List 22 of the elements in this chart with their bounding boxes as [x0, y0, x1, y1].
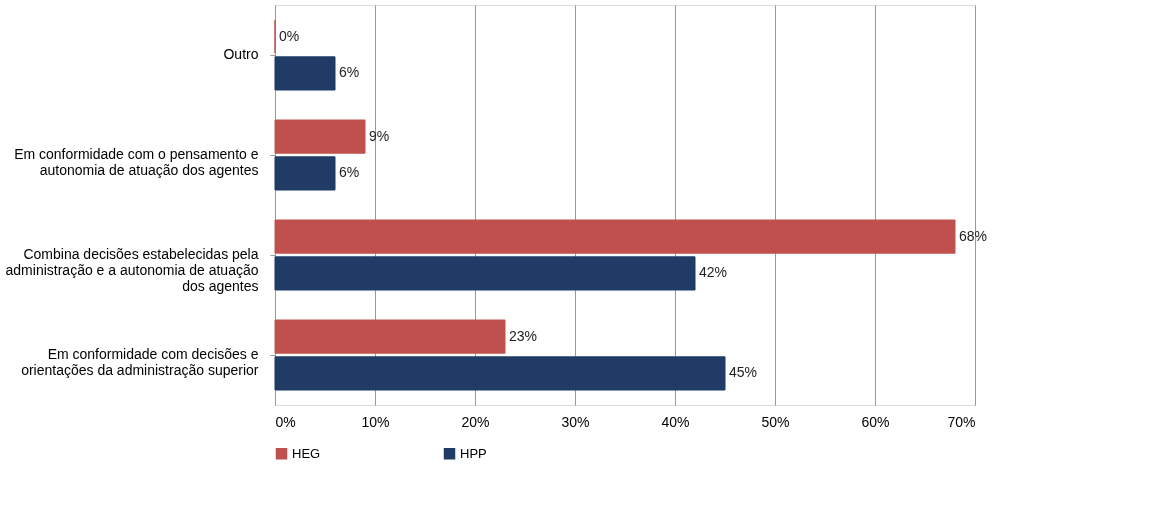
x-tick-label: 50% — [761, 413, 790, 430]
data-label: 9% — [369, 127, 390, 144]
y-tick-label: Combina decisões estabelecidas pela administração e a autonomia de atuação dos agentes — [5, 246, 259, 294]
y-tick-label: Outro — [223, 46, 259, 62]
x-tick-label: 10% — [361, 413, 390, 430]
data-label: 42% — [699, 264, 728, 281]
y-tick-label: Em conformidade com o pensamento e autonomia de atuação dos agentes — [14, 146, 259, 178]
legend-label: HPP — [460, 445, 487, 461]
x-tick-label: 30% — [561, 413, 590, 430]
data-label: 23% — [509, 327, 538, 344]
x-tick-label: 60% — [861, 413, 890, 430]
data-label: 6% — [339, 164, 360, 181]
data-label: 0% — [279, 27, 300, 44]
legend-label: HEG — [292, 445, 321, 461]
data-label: 45% — [729, 364, 758, 381]
x-tick-label: 0% — [275, 413, 296, 430]
data-label: 68% — [959, 227, 988, 244]
x-tick-label: 40% — [661, 413, 690, 430]
x-tick-label: 20% — [461, 413, 490, 430]
data-label: 6% — [339, 64, 360, 81]
y-tick-label: Em conformidade com decisões e orientações da administração superior — [21, 346, 259, 378]
x-tick-label: 70% — [947, 413, 976, 430]
